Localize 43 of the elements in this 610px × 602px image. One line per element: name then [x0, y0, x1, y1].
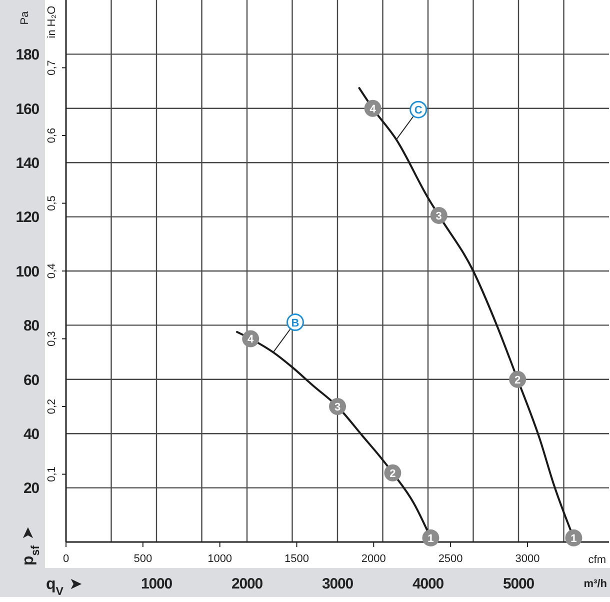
- annotation: 3: [334, 401, 341, 414]
- x-tick-label: 2000: [232, 575, 263, 592]
- x-tick-label: 5000: [503, 575, 534, 592]
- text: q$_{V}$ ➤: [46, 574, 82, 598]
- y-tick-label: 60: [24, 372, 40, 389]
- x2-tick-label: 3000: [515, 552, 540, 565]
- y-tick-label: 20: [24, 480, 40, 498]
- annotation: 1: [428, 532, 434, 545]
- x-tick-label: 3000: [322, 575, 354, 592]
- text: B: [291, 317, 300, 330]
- y-tick-label: 160: [16, 100, 40, 118]
- x-tick-label: 1000: [141, 575, 172, 592]
- text: C: [414, 104, 422, 117]
- x-axis-title: m³/h: [584, 578, 608, 590]
- y2-tick-label: 0,5: [46, 196, 58, 211]
- annotation: 4: [248, 334, 255, 346]
- y-axis-title: Pa: [18, 10, 31, 25]
- y2-tick-label: 0,4: [46, 263, 58, 279]
- y-tick-label: 100: [16, 263, 40, 280]
- x2-tick-label: 1500: [284, 552, 309, 565]
- x2-tick-label: 2500: [438, 552, 463, 565]
- x2-tick-label: 500: [134, 552, 152, 565]
- y2-tick-label: 0,2: [46, 398, 58, 414]
- annotation: 1: [570, 532, 577, 545]
- y2-tick-label: 0,1: [46, 466, 58, 482]
- x2-axis-title: cfm: [588, 554, 606, 566]
- y2-tick-label: 0,7: [46, 60, 58, 76]
- y-tick-label: 80: [24, 318, 40, 335]
- y-tick-label: 40: [24, 426, 40, 443]
- annotation: 3: [436, 210, 442, 222]
- x-tick-label: 4000: [412, 575, 444, 592]
- x2-tick-label: 2000: [361, 552, 386, 565]
- y-tick-label: 140: [16, 155, 40, 172]
- annotation: 4: [370, 103, 377, 116]
- y-tick-label: 180: [16, 46, 40, 64]
- y2-axis-title: in H₂O: [46, 5, 58, 38]
- x2-tick-label: 0: [62, 552, 70, 565]
- y-tick-label: 120: [16, 209, 40, 226]
- y2-tick-label: 0,6: [46, 128, 58, 144]
- y2-tick-label: 0,3: [46, 331, 58, 346]
- x2-tick-label: 1000: [208, 552, 232, 565]
- annotation: 2: [514, 374, 521, 386]
- annotation: 2: [390, 468, 396, 480]
